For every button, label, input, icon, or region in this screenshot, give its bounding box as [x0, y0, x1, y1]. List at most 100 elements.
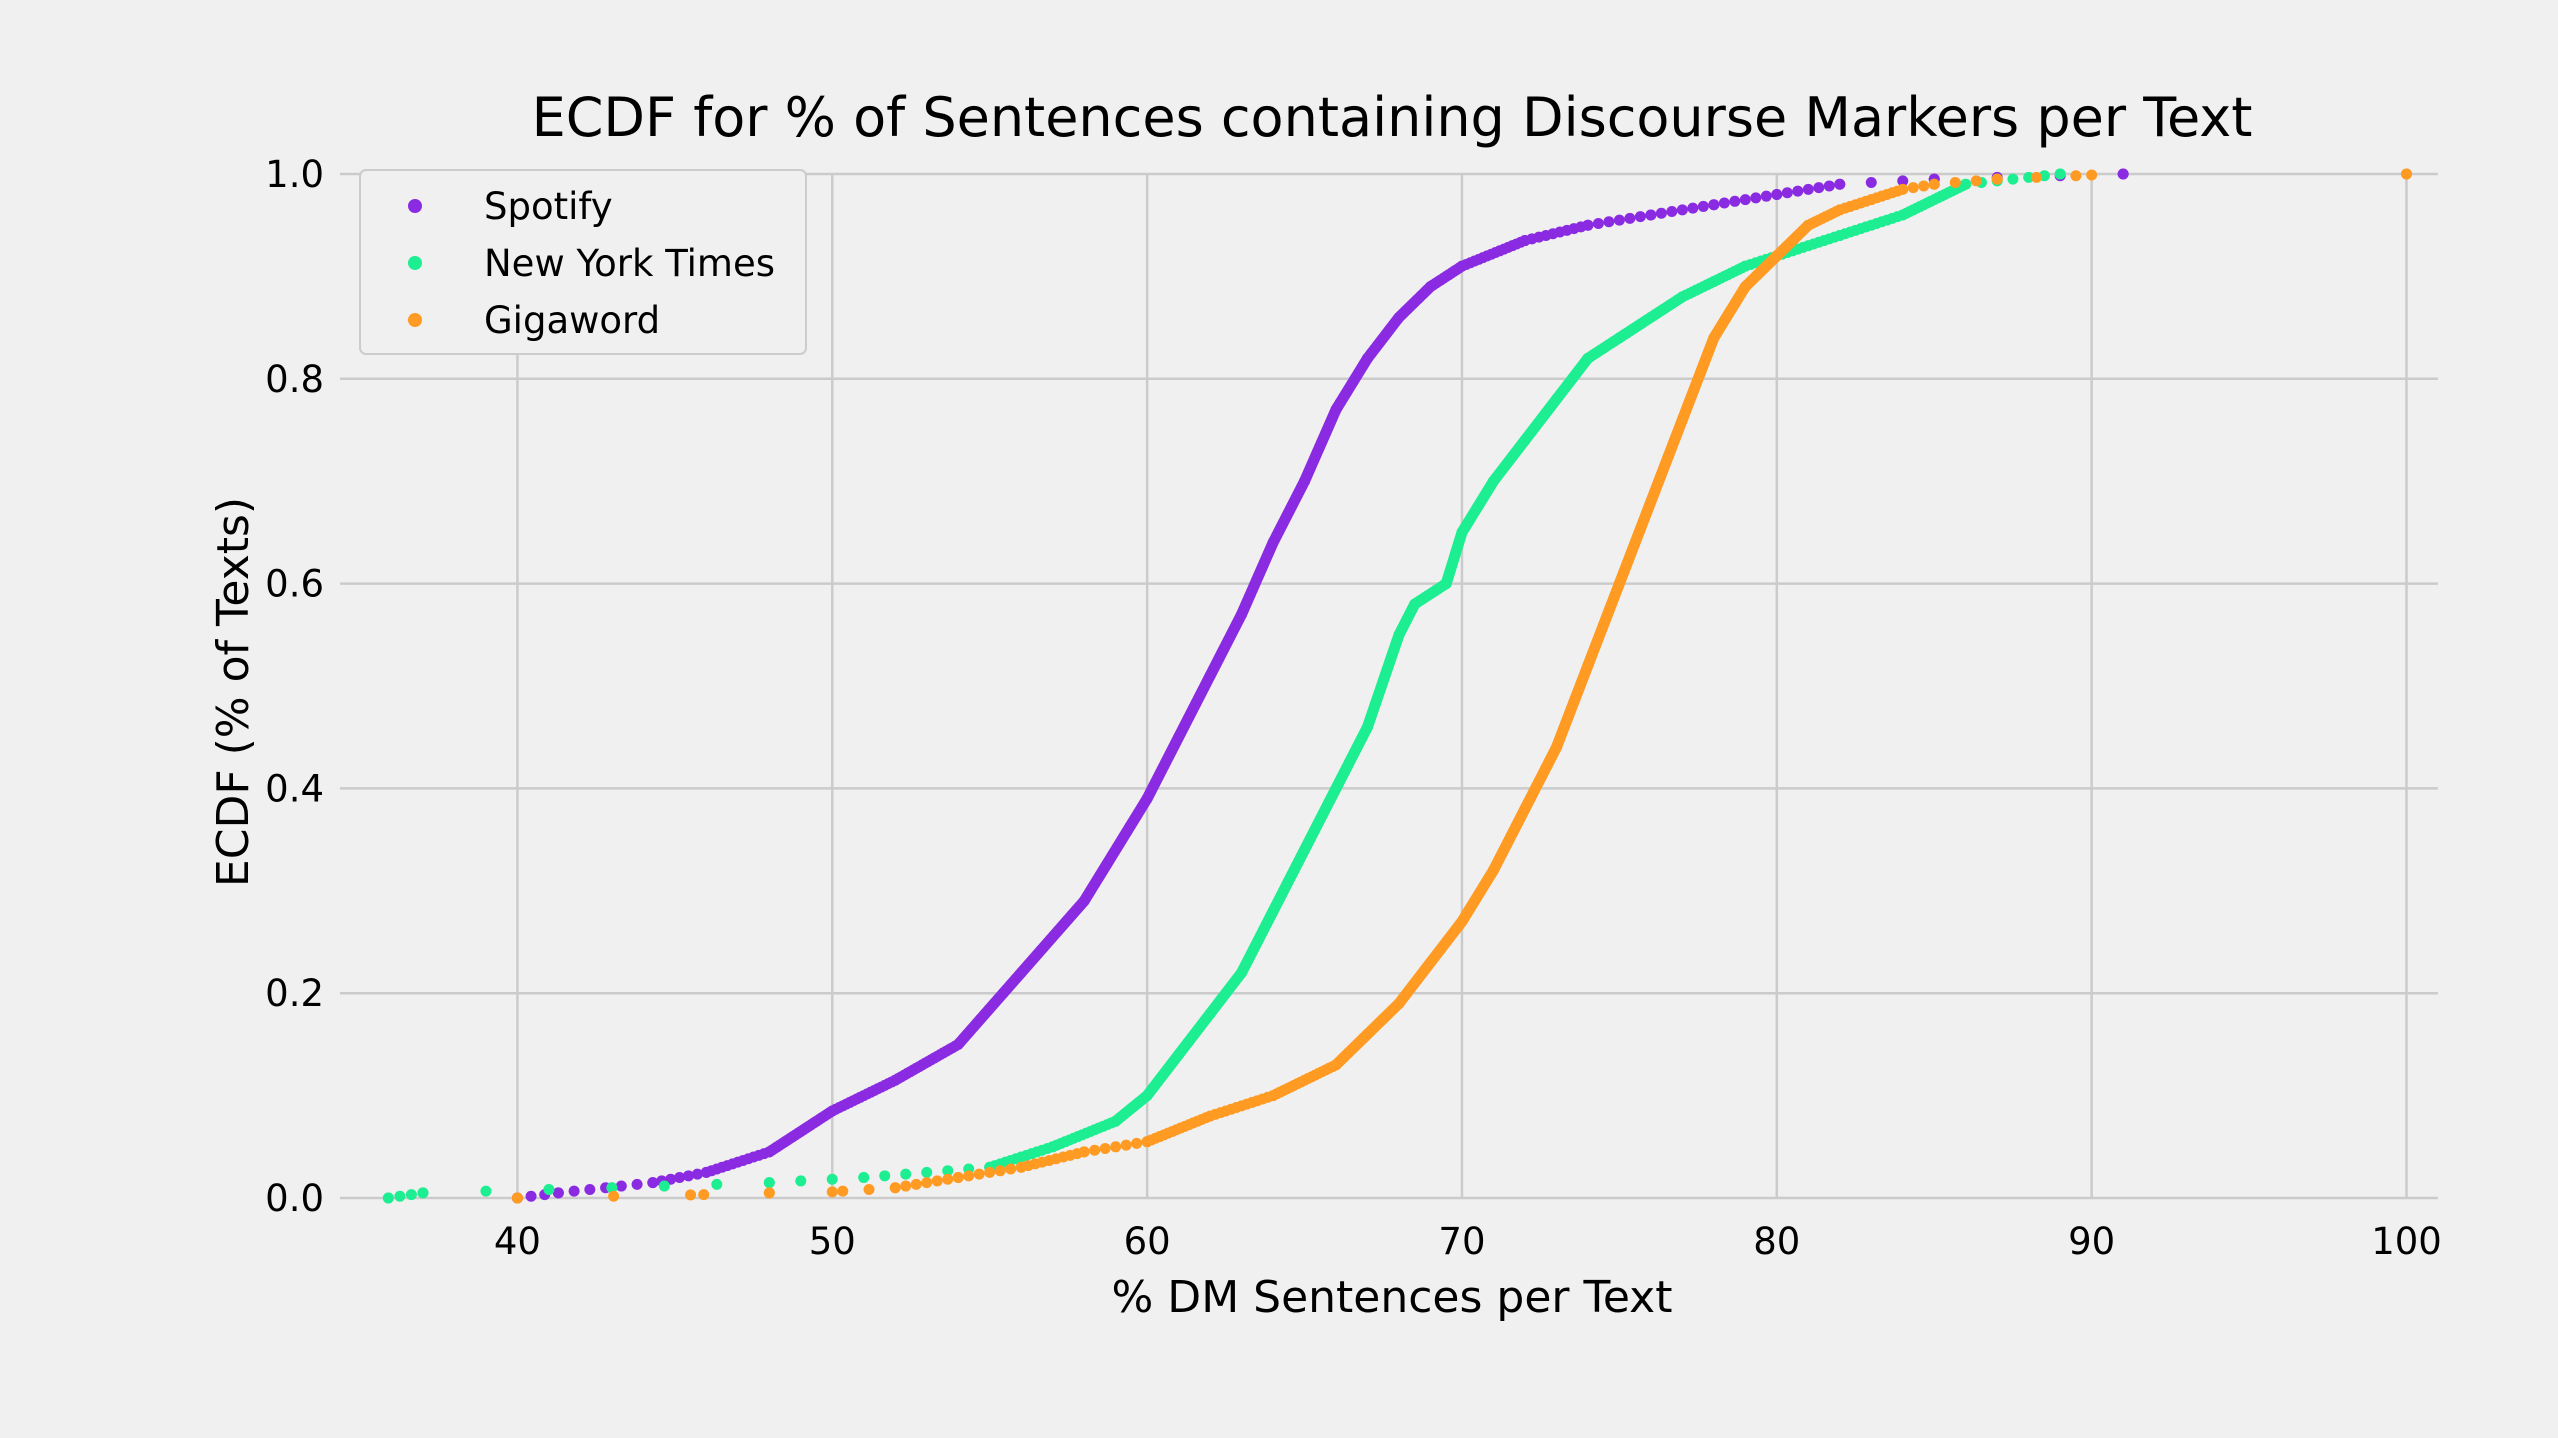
data-point: [2401, 168, 2413, 180]
y-tick-label: 0.4: [265, 767, 324, 810]
data-point: [1697, 200, 1709, 212]
data-point: [1918, 180, 1930, 192]
data-point: [1131, 1137, 1143, 1149]
data-point: [921, 1166, 933, 1178]
data-point: [1592, 217, 1604, 229]
data-point: [952, 1172, 964, 1184]
data-point: [1089, 1144, 1101, 1156]
data-point: [1928, 178, 1940, 190]
data-point: [1970, 175, 1982, 187]
data-point: [511, 1192, 523, 1204]
legend-label: Gigaword: [484, 299, 660, 342]
y-tick-label: 0.2: [265, 972, 324, 1015]
data-point: [1729, 195, 1741, 207]
data-point: [1005, 1163, 1017, 1175]
x-axis-label: % DM Sentences per Text: [1112, 1272, 1673, 1323]
data-point: [763, 1177, 775, 1189]
data-point: [942, 1173, 954, 1185]
legend-box: [359, 169, 807, 355]
data-point: [1655, 207, 1667, 219]
data-point: [1120, 1139, 1132, 1151]
data-point: [698, 1189, 710, 1201]
data-point: [1907, 182, 1919, 194]
data-point: [1865, 177, 1877, 189]
data-point: [1666, 206, 1678, 218]
data-point: [763, 1187, 775, 1199]
data-point: [647, 1177, 659, 1189]
y-tick-label: 0.6: [265, 563, 324, 606]
data-point: [1645, 209, 1657, 221]
data-point: [1991, 173, 2003, 185]
data-point: [1582, 219, 1594, 231]
data-point: [658, 1180, 670, 1192]
x-tick-label: 90: [2068, 1220, 2115, 1263]
data-point: [900, 1180, 912, 1192]
legend-label: Spotify: [484, 185, 613, 228]
data-point: [615, 1180, 627, 1192]
data-point: [1624, 212, 1636, 224]
data-point: [910, 1178, 922, 1190]
chart-title: ECDF for % of Sentences containing Disco…: [532, 86, 2253, 149]
data-point: [826, 1186, 838, 1198]
data-point: [1897, 183, 1909, 195]
data-point: [631, 1178, 643, 1190]
x-tick-label: 100: [2371, 1220, 2442, 1263]
data-point: [2054, 168, 2066, 180]
series-new-york-times: [382, 168, 2066, 1204]
data-point: [1792, 185, 1804, 197]
x-tick-labels: 40 50 60 70 80 90 100: [494, 1220, 2442, 1263]
data-point: [1613, 214, 1625, 226]
data-point: [394, 1190, 406, 1202]
data-point: [1078, 1146, 1090, 1158]
data-point: [568, 1185, 580, 1197]
data-point: [480, 1185, 492, 1197]
data-point: [1960, 178, 1972, 190]
data-point: [1781, 187, 1793, 199]
y-axis-label: ECDF (% of Texts): [208, 497, 259, 887]
data-point: [674, 1172, 686, 1184]
data-point: [1750, 192, 1762, 204]
data-points: [382, 168, 2413, 1204]
data-point: [2031, 171, 2043, 183]
y-tick-label: 1.0: [265, 153, 324, 196]
data-point: [711, 1178, 723, 1190]
data-point: [682, 1170, 694, 1182]
x-tick-label: 50: [809, 1220, 856, 1263]
legend-marker: [408, 256, 422, 270]
x-tick-label: 70: [1438, 1220, 1485, 1263]
data-point: [889, 1182, 901, 1194]
data-point: [552, 1187, 564, 1199]
y-tick-labels: 0.0 0.2 0.4 0.6 0.8 1.0: [265, 153, 324, 1220]
data-point: [1949, 177, 1961, 189]
data-point: [1739, 194, 1751, 206]
data-point: [837, 1185, 849, 1197]
data-point: [931, 1175, 943, 1187]
x-tick-label: 80: [1753, 1220, 1800, 1263]
data-point: [1634, 211, 1646, 223]
data-point: [1687, 202, 1699, 214]
data-point: [1897, 175, 1909, 187]
legend-label: New York Times: [484, 242, 775, 285]
data-point: [921, 1177, 933, 1189]
data-point: [2070, 170, 2082, 182]
data-point: [2117, 168, 2129, 180]
data-point: [900, 1168, 912, 1180]
data-point: [382, 1192, 394, 1204]
data-point: [1834, 178, 1846, 190]
x-tick-label: 40: [494, 1220, 541, 1263]
data-point: [685, 1189, 697, 1201]
data-point: [1771, 188, 1783, 200]
data-point: [1760, 190, 1772, 202]
legend-marker: [408, 199, 422, 213]
data-point: [2023, 171, 2035, 183]
data-point: [1110, 1141, 1122, 1153]
legend: Spotify New York Times Gigaword: [359, 169, 807, 355]
data-point: [863, 1183, 875, 1195]
data-point: [984, 1166, 996, 1178]
series-spotify: [511, 168, 2129, 1204]
data-point: [973, 1168, 985, 1180]
data-point: [942, 1165, 954, 1177]
data-point: [1603, 216, 1615, 228]
data-point: [1718, 197, 1730, 209]
